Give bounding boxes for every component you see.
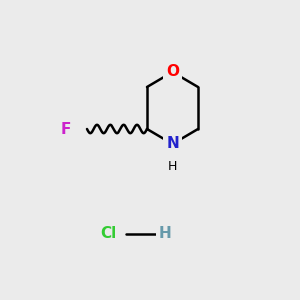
- Text: H: H: [159, 226, 171, 242]
- Text: H: H: [168, 160, 177, 173]
- Text: N: N: [166, 136, 179, 152]
- Text: F: F: [61, 122, 71, 136]
- Text: Cl: Cl: [100, 226, 116, 242]
- Text: O: O: [166, 64, 179, 80]
